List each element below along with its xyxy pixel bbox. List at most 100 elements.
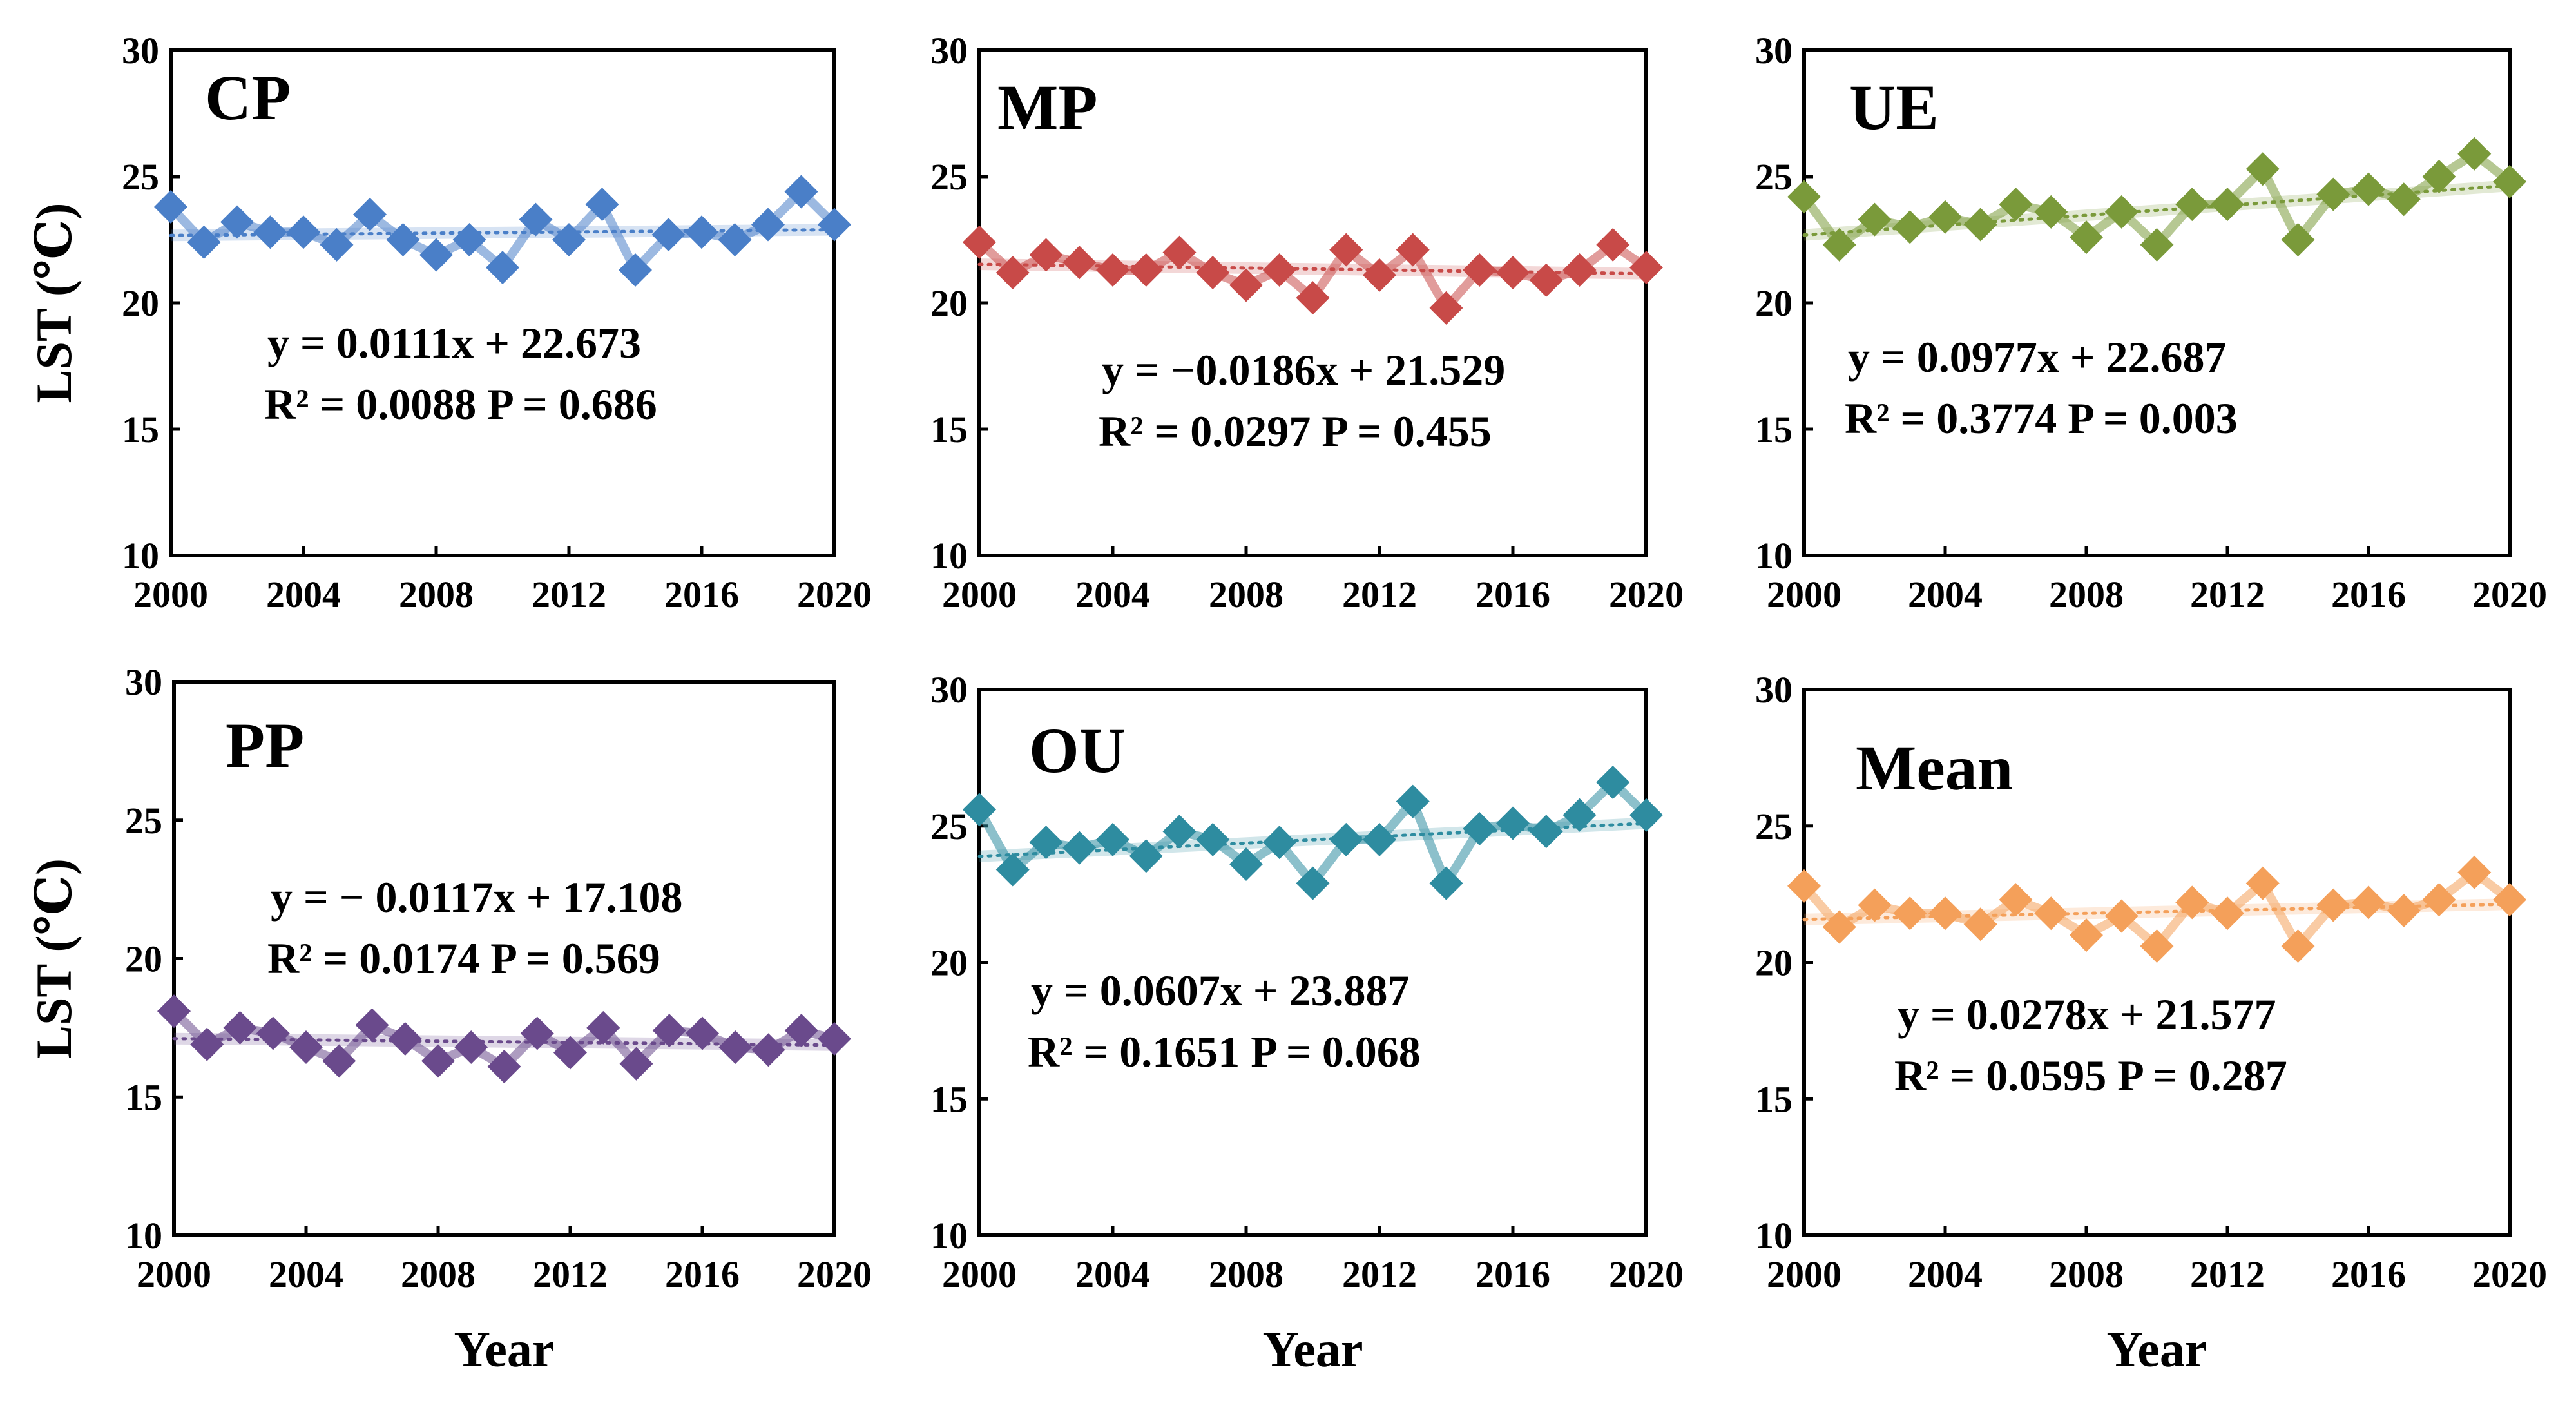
data-point bbox=[1629, 798, 1663, 832]
data-point bbox=[1196, 255, 1230, 289]
data-point bbox=[1529, 263, 1563, 297]
data-point bbox=[2316, 177, 2350, 211]
x-tick-label: 2020 bbox=[1609, 574, 1684, 615]
data-point bbox=[1858, 888, 1892, 922]
data-point bbox=[619, 1047, 653, 1081]
data-point bbox=[1822, 227, 1856, 262]
data-point bbox=[2493, 164, 2526, 198]
x-tick-label: 2008 bbox=[401, 1253, 476, 1295]
x-tick-label: 2012 bbox=[533, 1253, 608, 1295]
data-point bbox=[718, 1030, 753, 1064]
data-point bbox=[2034, 896, 2068, 931]
y-tick-label: 25 bbox=[1755, 156, 1793, 198]
data-point bbox=[1162, 235, 1197, 269]
data-point bbox=[685, 215, 718, 249]
data-point bbox=[1963, 208, 1997, 242]
data-point bbox=[818, 1022, 851, 1056]
data-point bbox=[1496, 255, 1530, 289]
regression-equation: y = 0.0977x + 22.687 bbox=[1848, 333, 2227, 382]
data-point bbox=[1562, 253, 1597, 287]
data-point bbox=[686, 1016, 719, 1050]
data-point bbox=[256, 1016, 290, 1050]
x-tick-label: 2020 bbox=[2472, 1253, 2547, 1295]
y-tick-label: 15 bbox=[1755, 409, 1793, 450]
x-tick-label: 2004 bbox=[269, 1253, 343, 1295]
data-point bbox=[2422, 883, 2456, 917]
data-point bbox=[320, 227, 354, 262]
x-tick-label: 2012 bbox=[2190, 1253, 2265, 1295]
regression-stats: R² = 0.1651 P = 0.068 bbox=[1028, 1027, 1421, 1076]
y-tick-label: 15 bbox=[1755, 1078, 1793, 1120]
data-point bbox=[552, 223, 586, 256]
data-point bbox=[585, 188, 619, 222]
data-point bbox=[1029, 238, 1063, 272]
data-point bbox=[1429, 866, 1463, 900]
y-tick-label: 20 bbox=[930, 942, 968, 984]
data-point bbox=[2140, 227, 2174, 262]
data-point bbox=[1262, 826, 1296, 860]
data-point bbox=[1858, 202, 1892, 237]
data-point bbox=[1129, 253, 1163, 287]
data-point bbox=[519, 202, 553, 237]
data-point bbox=[355, 1008, 389, 1042]
x-tick-label: 2004 bbox=[1908, 1253, 1983, 1295]
data-point bbox=[1363, 258, 1396, 292]
panel-mean: 10 15 20 25 30 2000 2004 2008 2012 2016 2020 Mean y … bbox=[1755, 669, 2547, 1377]
data-point bbox=[2070, 918, 2103, 952]
data-point bbox=[2211, 188, 2244, 222]
panel-title: PP bbox=[226, 710, 304, 781]
data-point bbox=[1999, 883, 2033, 917]
x-tick-label: 2016 bbox=[2331, 574, 2406, 615]
data-point bbox=[1096, 822, 1129, 856]
data-point bbox=[1562, 798, 1597, 832]
data-point bbox=[652, 1014, 686, 1048]
data-point bbox=[1893, 896, 1927, 931]
y-tick-label: 30 bbox=[122, 30, 159, 72]
data-point bbox=[454, 1030, 488, 1064]
data-point bbox=[388, 1022, 422, 1056]
data-point bbox=[2070, 220, 2103, 255]
data-point bbox=[619, 253, 652, 287]
x-tick-label: 2008 bbox=[399, 574, 474, 615]
data-point bbox=[1229, 847, 1263, 882]
regression-stats: R² = 0.3774 P = 0.003 bbox=[1845, 394, 2238, 443]
y-axis-title: LST (℃) bbox=[26, 858, 82, 1059]
x-tick-label: 2004 bbox=[1075, 574, 1150, 615]
data-point bbox=[1396, 784, 1430, 818]
data-point bbox=[718, 223, 752, 256]
x-tick-label: 2008 bbox=[2049, 574, 2124, 615]
data-point bbox=[1529, 815, 1563, 849]
x-axis-title: Year bbox=[2107, 1321, 2207, 1377]
data-point bbox=[1893, 210, 1927, 244]
data-point bbox=[1629, 251, 1663, 285]
data-point bbox=[1196, 822, 1230, 856]
regression-stats: R² = 0.0297 P = 0.455 bbox=[1099, 407, 1492, 456]
regression-stats: R² = 0.0174 P = 0.569 bbox=[267, 934, 660, 983]
data-point bbox=[1787, 180, 1821, 214]
data-point bbox=[1496, 806, 1530, 840]
data-point bbox=[963, 225, 996, 259]
regression-stats: R² = 0.0595 P = 0.287 bbox=[1894, 1051, 2287, 1100]
y-tick-label: 10 bbox=[1755, 1215, 1793, 1257]
x-tick-label: 2000 bbox=[942, 574, 1017, 615]
x-tick-label: 2012 bbox=[1342, 574, 1417, 615]
data-point bbox=[1396, 233, 1430, 267]
data-point bbox=[2140, 929, 2174, 963]
data-point bbox=[220, 205, 254, 239]
data-point bbox=[2281, 929, 2315, 963]
x-tick-label: 2012 bbox=[2190, 574, 2265, 615]
x-tick-label: 2012 bbox=[1342, 1253, 1417, 1295]
data-point bbox=[1463, 253, 1497, 287]
data-point bbox=[995, 255, 1030, 289]
y-tick-label: 15 bbox=[930, 1078, 968, 1120]
y-tick-label: 25 bbox=[930, 806, 968, 847]
data-point bbox=[1999, 188, 2033, 222]
data-point bbox=[223, 1010, 257, 1045]
regression-equation: y = − 0.0117x + 17.108 bbox=[271, 873, 683, 922]
y-tick-label: 10 bbox=[122, 535, 159, 577]
data-point bbox=[386, 223, 420, 256]
data-point bbox=[1162, 815, 1197, 849]
data-point bbox=[1429, 291, 1463, 325]
panel-pp: 10 15 20 25 30 2000 2004 2008 2012 2016 2020 PP y = … bbox=[26, 661, 872, 1377]
